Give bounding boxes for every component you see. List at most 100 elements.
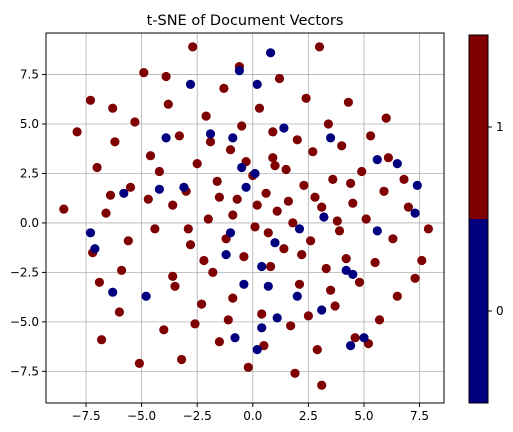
scatter-point-class-1 (117, 265, 127, 275)
scatter-point-class-0 (266, 48, 276, 58)
scatter-point-class-0 (85, 228, 96, 238)
x-tick: 7.5 (410, 403, 429, 423)
scatter-point-class-1 (212, 176, 222, 186)
y-tick: 2.5 (20, 166, 46, 180)
scatter-point-class-0 (108, 287, 118, 297)
scatter-point-class-1 (85, 95, 96, 105)
y-tick: 5.0 (20, 117, 46, 131)
x-tick: −5.0 (127, 403, 156, 423)
scatter-point-class-1 (223, 315, 233, 325)
scatter-point-class-1 (203, 214, 213, 224)
scatter-point-class-1 (139, 68, 149, 78)
scatter-point-class-1 (237, 121, 247, 131)
scatter-point-class-0 (141, 291, 151, 301)
scatter-point-class-0 (185, 79, 196, 89)
scatter-point-class-1 (159, 325, 169, 335)
scatter-point-class-1 (346, 178, 356, 188)
x-axis: −7.5 −5.0 −2.5 0.0 2.5 5.0 7.5 (71, 403, 429, 423)
scatter-point-class-0 (272, 313, 282, 323)
scatter-point-class-1 (301, 93, 311, 103)
colorbar-tick: 1 (488, 120, 504, 134)
scatter-point-class-1 (134, 358, 144, 368)
scatter-point-class-1 (261, 188, 271, 198)
scatter-point-class-1 (214, 192, 224, 202)
scatter-point-class-1 (310, 192, 320, 202)
y-tick: −7.5 (10, 364, 46, 378)
scatter-point-class-1 (370, 257, 380, 268)
scatter-point-class-1 (279, 244, 289, 254)
x-tick: −7.5 (71, 403, 101, 423)
scatter-point-class-1 (392, 291, 402, 301)
scatter-point-class-1 (283, 196, 293, 206)
scatter-point-class-1 (266, 261, 276, 272)
scatter-point-class-0 (372, 226, 382, 236)
scatter-point-class-1 (350, 333, 360, 343)
scatter-point-class-1 (214, 337, 224, 347)
scatter-point-class-0 (179, 182, 189, 192)
scatter-point-class-1 (168, 271, 178, 281)
scatter-point-class-1 (201, 111, 211, 121)
scatter-point-class-1 (197, 299, 207, 309)
scatter-point-class-0 (412, 180, 422, 190)
scatter-point-class-1 (299, 180, 309, 190)
scatter-point-class-0 (410, 208, 420, 218)
scatter-point-class-1 (185, 240, 196, 250)
scatter-point-class-1 (334, 226, 345, 236)
scatter-point-class-1 (168, 200, 178, 210)
scatter-point-class-1 (337, 141, 347, 151)
x-tick-label: −2.5 (183, 409, 212, 423)
scatter-point-class-0 (154, 184, 164, 194)
scatter-point-class-0 (317, 305, 327, 315)
scatter-point-class-1 (417, 255, 427, 266)
scatter-point-class-1 (110, 137, 120, 147)
scatter-point-class-0 (341, 265, 351, 275)
x-tick-label: 2.5 (299, 409, 318, 423)
scatter-point-class-1 (281, 164, 291, 175)
colorbar-segment-0 (469, 219, 488, 403)
scatter-point-class-1 (177, 354, 187, 365)
scatter-point-class-1 (170, 281, 180, 291)
scatter-point-class-1 (268, 153, 278, 163)
colorbar-tick-label: 0 (496, 304, 504, 318)
colorbar-segment-1 (469, 35, 488, 219)
colorbar-tick: 0 (488, 304, 504, 318)
scatter-point-class-1 (94, 277, 104, 287)
scatter-point-class-0 (225, 228, 236, 238)
scatter-point-class-0 (257, 261, 267, 272)
scatter-point-class-1 (205, 137, 216, 147)
colorbar-frame (468, 34, 489, 404)
scatter-point-class-0 (234, 66, 244, 76)
scatter-point-class-0 (319, 212, 329, 222)
scatter-point-class-1 (290, 368, 300, 378)
scatter-point-class-1 (403, 202, 413, 212)
scatter-point-class-1 (145, 151, 156, 161)
scatter-point-class-0 (237, 162, 247, 173)
scatter-point-class-1 (130, 117, 140, 127)
scatter-point-class-0 (161, 133, 171, 143)
scatter-point-class-1 (228, 293, 238, 303)
scatter-point-class-1 (381, 113, 391, 123)
scatter-point-class-1 (292, 135, 302, 145)
scatter-point-class-1 (183, 224, 193, 234)
scatter-point-class-0 (294, 224, 305, 234)
scatter-point-class-1 (108, 103, 118, 113)
scatter-point-class-0 (239, 279, 249, 289)
scatter-point-class-0 (119, 188, 129, 198)
scatter-point-class-0 (372, 155, 382, 165)
scatter-point-class-0 (346, 341, 356, 351)
scatter-point-class-1 (312, 345, 322, 355)
scatter-point-class-1 (303, 311, 313, 321)
scatter-point-class-1 (97, 335, 107, 345)
scatter-point-class-1 (250, 222, 260, 232)
scatter-point-class-1 (423, 224, 433, 234)
scatter-point-class-1 (314, 42, 325, 52)
chart-title: t-SNE of Document Vectors (147, 13, 344, 29)
scatter-point-class-1 (92, 162, 102, 173)
scatter-point-class-1 (125, 182, 136, 192)
scatter-point-class-1 (243, 362, 253, 372)
scatter-point-class-1 (361, 214, 371, 224)
scatter-point-class-1 (341, 254, 351, 264)
scatter-point-class-1 (114, 307, 124, 317)
y-tick: 7.5 (20, 68, 46, 82)
scatter-point-class-1 (399, 174, 409, 184)
